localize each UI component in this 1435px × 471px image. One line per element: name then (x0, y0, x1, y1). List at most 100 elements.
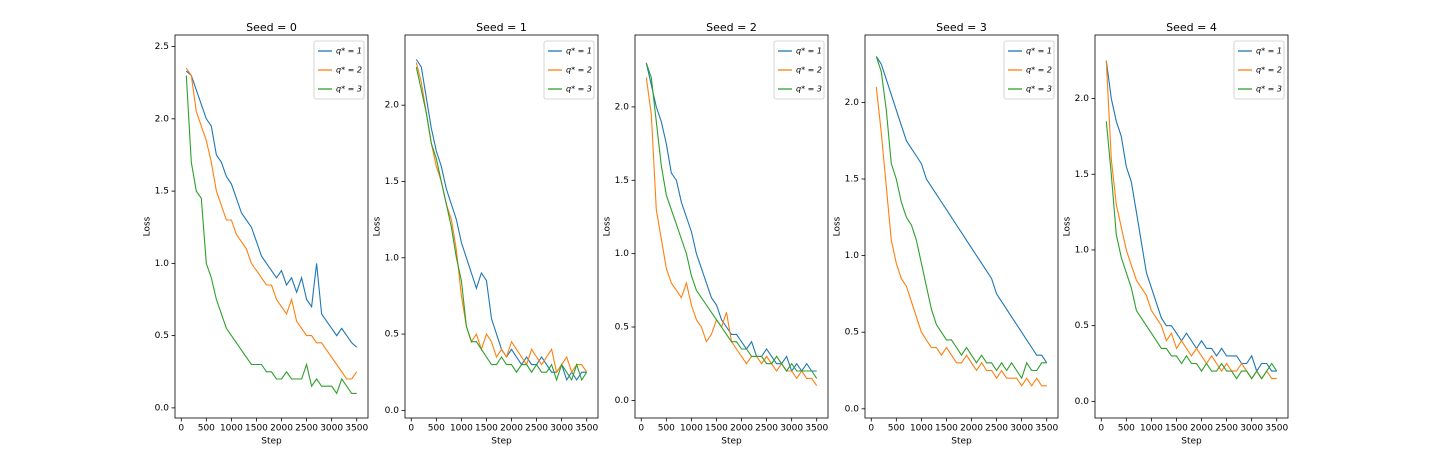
y-tick-label: 0.0 (385, 406, 400, 416)
legend-label: q* = 2 (1026, 66, 1052, 75)
y-tick-label: 1.0 (845, 251, 860, 261)
y-tick-label: 2.0 (385, 101, 400, 111)
x-tick-label: 1500 (245, 424, 268, 434)
x-tick-label: 2500 (1215, 424, 1238, 434)
y-tick-label: 1.0 (615, 249, 630, 259)
legend-label: q* = 1 (1256, 47, 1282, 56)
plot-frame (634, 34, 829, 419)
x-tick-label: 1500 (935, 424, 958, 434)
x-tick-label: 2500 (525, 424, 548, 434)
loss-line (645, 77, 818, 387)
x-axis-label: Step (721, 437, 742, 447)
legend-label: q* = 2 (796, 66, 822, 75)
subplot-title: Seed = 2 (706, 21, 757, 34)
plot-frame (864, 34, 1059, 419)
y-tick-label: 2.0 (615, 102, 630, 112)
plot-frame (174, 34, 369, 419)
y-tick-label: 2.5 (155, 42, 169, 52)
y-tick-label: 0.0 (845, 404, 860, 414)
x-tick-label: 1500 (1165, 424, 1188, 434)
y-axis-label: Loss (833, 216, 843, 236)
y-tick-label: 1.5 (385, 177, 399, 187)
legend-box (543, 40, 595, 100)
loss-line (415, 59, 587, 382)
y-axis-label: Loss (603, 216, 613, 236)
loss-line (185, 70, 358, 348)
legend-box (1233, 40, 1285, 100)
x-axis-label: Step (951, 437, 972, 447)
y-tick-label: 1.5 (1075, 170, 1089, 180)
loss-line (645, 62, 817, 373)
subplot-title: Seed = 0 (246, 21, 297, 34)
loss-line (185, 67, 358, 380)
subplot-title: Seed = 1 (476, 21, 527, 34)
legend-label: q* = 1 (1026, 47, 1052, 56)
y-tick-label: 1.0 (385, 253, 400, 263)
x-tick-label: 2000 (730, 424, 753, 434)
x-tick-label: 3500 (1035, 424, 1058, 434)
x-tick-label: 1500 (705, 424, 728, 434)
x-tick-label: 1000 (1140, 424, 1163, 434)
x-tick-label: 1500 (475, 424, 498, 434)
y-tick-label: 1.0 (155, 259, 170, 269)
subplot-title: Seed = 3 (936, 21, 987, 34)
legend-label: q* = 3 (1256, 85, 1282, 94)
x-tick-label: 0 (178, 424, 184, 434)
x-tick-label: 3500 (805, 424, 828, 434)
x-tick-label: 2000 (1190, 424, 1213, 434)
y-tick-label: 2.0 (155, 114, 170, 124)
y-tick-label: 0.5 (155, 331, 169, 341)
y-tick-label: 0.5 (845, 328, 859, 338)
y-tick-label: 0.5 (615, 323, 629, 333)
y-tick-label: 0.0 (615, 396, 630, 406)
x-axis-label: Step (1181, 437, 1202, 447)
y-axis-label: Loss (1063, 216, 1073, 236)
x-tick-label: 3000 (320, 424, 343, 434)
x-tick-label: 1000 (910, 424, 933, 434)
legend-label: q* = 3 (566, 85, 592, 94)
plot-frame (404, 34, 599, 419)
legend-label: q* = 1 (566, 47, 592, 56)
loss-line (415, 66, 588, 382)
x-tick-label: 2500 (985, 424, 1008, 434)
x-tick-label: 500 (888, 424, 905, 434)
plot-frame (1094, 34, 1289, 419)
legend-box (313, 40, 365, 100)
y-tick-label: 0.5 (385, 330, 399, 340)
x-tick-label: 0 (638, 424, 644, 434)
y-tick-label: 2.0 (1075, 94, 1090, 104)
y-tick-label: 1.5 (845, 175, 859, 185)
y-tick-label: 1.5 (615, 176, 629, 186)
x-tick-label: 3000 (1010, 424, 1033, 434)
loss-line (645, 62, 818, 379)
y-tick-label: 0.0 (1075, 397, 1090, 407)
x-tick-label: 3500 (1265, 424, 1288, 434)
x-tick-label: 2000 (960, 424, 983, 434)
x-tick-label: 2000 (500, 424, 523, 434)
legend-label: q* = 1 (336, 47, 362, 56)
x-axis-label: Step (491, 437, 512, 447)
x-tick-label: 0 (1098, 424, 1104, 434)
legend-label: q* = 2 (336, 66, 362, 75)
x-tick-label: 3000 (780, 424, 803, 434)
legend-box (1003, 40, 1055, 100)
x-tick-label: 500 (198, 424, 215, 434)
loss-line (1105, 60, 1277, 373)
x-tick-label: 2500 (295, 424, 318, 434)
y-tick-label: 1.0 (1075, 245, 1090, 255)
x-tick-label: 3500 (575, 424, 598, 434)
x-tick-label: 3000 (1240, 424, 1263, 434)
x-tick-label: 500 (428, 424, 445, 434)
x-tick-label: 3000 (550, 424, 573, 434)
x-tick-label: 1000 (680, 424, 703, 434)
loss-line (1105, 121, 1278, 380)
legend-label: q* = 2 (566, 66, 592, 75)
y-tick-label: 0.0 (155, 403, 170, 413)
x-tick-label: 3500 (345, 424, 368, 434)
x-tick-label: 1000 (450, 424, 473, 434)
x-tick-label: 2000 (270, 424, 293, 434)
loss-line (185, 75, 357, 395)
x-tick-label: 2500 (755, 424, 778, 434)
legend-label: q* = 2 (1256, 66, 1282, 75)
